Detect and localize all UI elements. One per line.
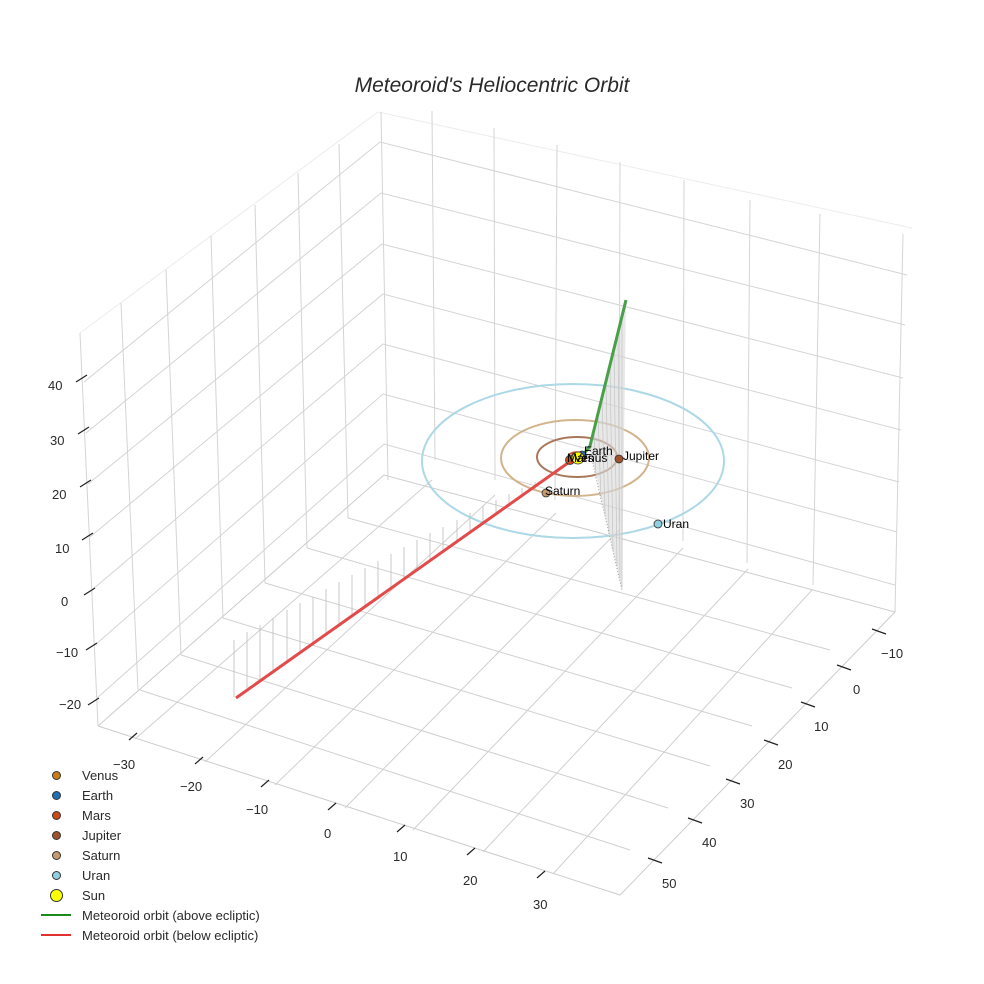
uran-marker (653, 519, 663, 529)
legend-item-saturn[interactable]: Saturn (40, 845, 260, 865)
legend-item-mars[interactable]: Mars (40, 805, 260, 825)
svg-text:−10: −10 (56, 645, 78, 660)
legend-item-orbit-above[interactable]: Meteoroid orbit (above ecliptic) (40, 905, 260, 925)
svg-text:30: 30 (50, 433, 64, 448)
svg-text:Jupiter: Jupiter (623, 449, 659, 463)
legend: Venus Earth Mars Jupiter Saturn Uran Sun… (40, 765, 260, 945)
svg-text:40: 40 (48, 378, 62, 393)
svg-text:−10: −10 (246, 802, 268, 817)
red-line-icon (41, 934, 71, 936)
svg-text:Mars: Mars (567, 451, 594, 465)
svg-text:0: 0 (324, 826, 331, 841)
legend-item-venus[interactable]: Venus (40, 765, 260, 785)
svg-text:−20: −20 (59, 697, 81, 712)
svg-text:0: 0 (853, 682, 860, 697)
sun-marker (571, 451, 585, 465)
legend-item-jupiter[interactable]: Jupiter (40, 825, 260, 845)
axis-ticks (75, 374, 887, 879)
chart-title: Meteoroid's Heliocentric Orbit (354, 74, 630, 97)
svg-text:30: 30 (533, 897, 547, 912)
uran-dot-icon (51, 870, 61, 880)
green-line-icon (41, 914, 71, 916)
earth-dot-icon (51, 790, 61, 800)
x-axis-labels: −30 −20 −10 0 10 20 30 (113, 757, 547, 912)
svg-text:10: 10 (814, 719, 828, 734)
mars-dot-icon (51, 810, 61, 820)
legend-item-orbit-below[interactable]: Meteoroid orbit (below ecliptic) (40, 925, 260, 945)
svg-text:40: 40 (702, 835, 716, 850)
svg-text:−10: −10 (881, 646, 903, 661)
svg-text:20: 20 (463, 873, 477, 888)
y-axis-labels: −10 0 10 20 30 40 50 (662, 646, 903, 891)
planet-labels: Earth Venus Mars Jupiter Saturn Uran (545, 444, 689, 531)
svg-text:−20: −20 (180, 779, 202, 794)
legend-item-sun[interactable]: Sun (40, 885, 260, 905)
saturn-orbit (500, 419, 650, 497)
meteoroid-orbit-above[interactable] (581, 299, 628, 456)
z-axis-labels: 40 30 20 10 0 −10 −20 (48, 378, 81, 712)
legend-item-earth[interactable]: Earth (40, 785, 260, 805)
venus-dot-icon (51, 770, 61, 780)
saturn-dot-icon (51, 850, 61, 860)
svg-text:10: 10 (55, 541, 69, 556)
legend-item-uran[interactable]: Uran (40, 865, 260, 885)
saturn-marker (541, 488, 551, 498)
floor-grid (97, 474, 896, 896)
back-wall-grid (79, 110, 913, 727)
jupiter-marker (614, 454, 624, 464)
svg-text:0: 0 (61, 594, 68, 609)
svg-text:50: 50 (662, 876, 676, 891)
drop-lines-below (233, 482, 536, 697)
svg-text:20: 20 (52, 487, 66, 502)
planet-markers (541, 450, 663, 529)
svg-text:Saturn: Saturn (545, 484, 580, 498)
uran-orbit (421, 383, 725, 539)
meteoroid-orbit-below[interactable] (235, 456, 576, 700)
svg-text:Uran: Uran (663, 517, 689, 531)
jupiter-dot-icon (51, 830, 61, 840)
svg-text:30: 30 (740, 796, 754, 811)
svg-text:Venus: Venus (574, 451, 607, 465)
svg-text:20: 20 (778, 757, 792, 772)
svg-text:−30: −30 (113, 757, 135, 772)
svg-text:10: 10 (393, 849, 407, 864)
svg-text:Earth: Earth (584, 444, 613, 458)
sun-dot-icon (49, 888, 63, 902)
